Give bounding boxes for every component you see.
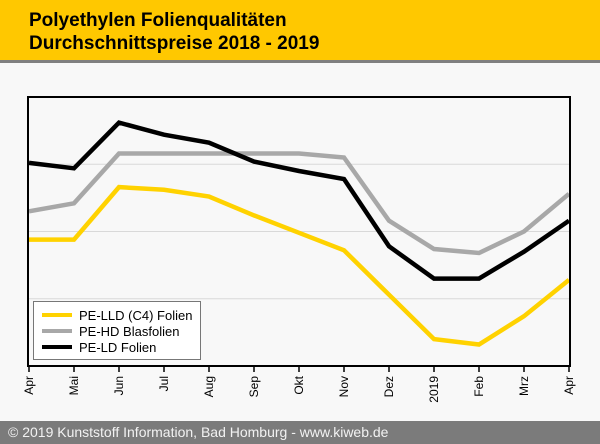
legend-item-0: PE-LLD (C4) Folien — [42, 307, 200, 323]
x-tick-label-5: Sep — [247, 376, 261, 398]
x-tick-label-0: Apr — [22, 376, 36, 395]
header-banner: Polyethylen Folienqualitäten Durchschnit… — [0, 0, 600, 60]
price-line-chart — [27, 96, 571, 372]
series-line-2 — [28, 120, 571, 281]
series-line-0 — [29, 184, 571, 347]
x-tick-label-12: Apr — [562, 376, 576, 395]
x-tick-label-10: Feb — [472, 376, 486, 397]
footer-bar: © 2019 Kunststoff Information, Bad Hombu… — [0, 421, 600, 444]
x-tick-label-9: 2019 — [427, 376, 441, 403]
legend-item-1: PE-HD Blasfolien — [42, 323, 200, 339]
x-tick-label-8: Dez — [382, 376, 396, 398]
legend-item-2: PE-LD Folien — [42, 339, 200, 355]
x-tick-label-6: Okt — [292, 376, 306, 395]
legend-label: PE-HD Blasfolien — [79, 323, 180, 339]
header-divider — [0, 60, 600, 63]
legend-swatch-icon — [42, 313, 72, 317]
chart-legend: PE-LLD (C4) Folien PE-HD Blasfolien PE-LD … — [33, 301, 201, 360]
x-tick-label-7: Nov — [337, 376, 351, 398]
legend-swatch-icon — [42, 345, 72, 349]
legend-label: PE-LLD (C4) Folien — [79, 307, 193, 323]
legend-swatch-icon — [42, 329, 72, 333]
series-line-1 — [28, 151, 571, 256]
x-tick-label-11: Mrz — [517, 376, 531, 396]
x-tick-label-1: Mai — [67, 376, 81, 396]
chart-title-line1: Polyethylen Folienqualitäten — [29, 10, 287, 31]
copyright-text: © 2019 Kunststoff Information, Bad Hombu… — [8, 424, 389, 440]
x-tick-label-3: Jul — [157, 376, 171, 392]
legend-label: PE-LD Folien — [79, 339, 157, 355]
chart-title-line2: Durchschnittspreise 2018 - 2019 — [29, 33, 320, 54]
x-tick-label-4: Aug — [202, 376, 216, 398]
x-tick-label-2: Jun — [112, 376, 126, 396]
